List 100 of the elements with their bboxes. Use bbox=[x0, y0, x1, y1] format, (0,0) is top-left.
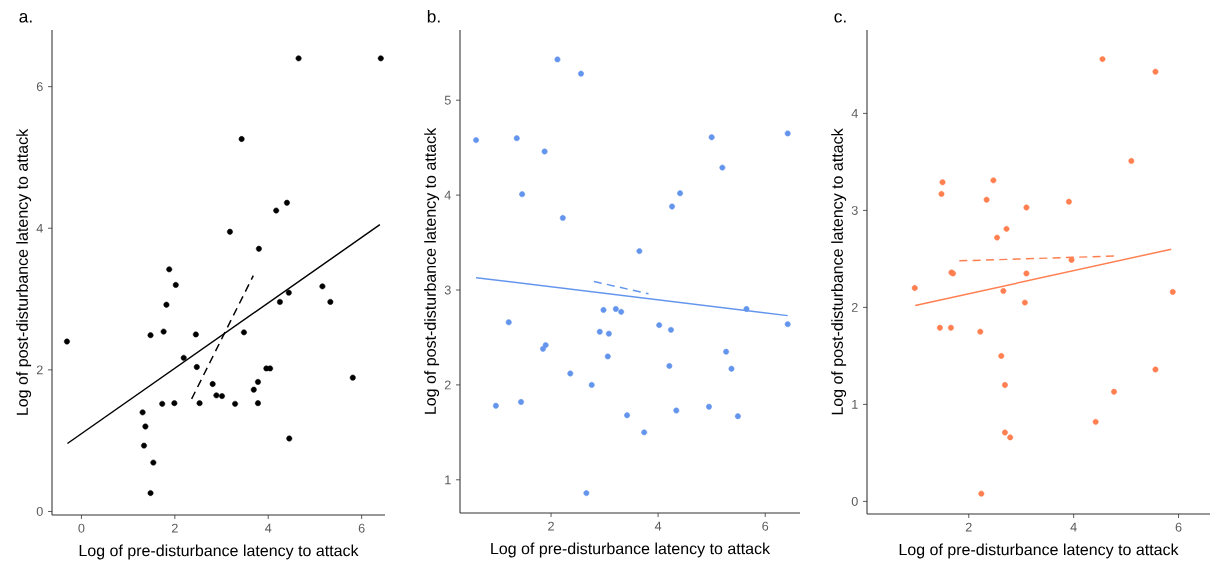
point bbox=[604, 353, 611, 360]
x-tick-label: 4 bbox=[654, 521, 662, 531]
point bbox=[728, 365, 735, 372]
point bbox=[588, 381, 595, 388]
point bbox=[241, 329, 247, 336]
point bbox=[1065, 198, 1072, 205]
point bbox=[1023, 204, 1030, 211]
point bbox=[163, 301, 170, 308]
point bbox=[1003, 225, 1010, 232]
point bbox=[1152, 68, 1159, 75]
point bbox=[1002, 429, 1008, 436]
point bbox=[605, 330, 612, 337]
point bbox=[998, 352, 1005, 359]
chart-title: b. bbox=[427, 9, 440, 23]
point bbox=[166, 266, 173, 273]
point bbox=[147, 490, 154, 496]
point bbox=[641, 429, 648, 436]
point bbox=[147, 332, 154, 339]
point bbox=[734, 413, 741, 420]
point bbox=[983, 196, 990, 203]
y-tick-label: 6 bbox=[36, 82, 43, 92]
point bbox=[723, 348, 730, 355]
point bbox=[784, 321, 791, 328]
point bbox=[542, 342, 549, 348]
chart-title: c. bbox=[834, 13, 846, 23]
y-tick-label: 1 bbox=[852, 400, 858, 409]
point bbox=[473, 137, 480, 144]
point bbox=[559, 214, 566, 221]
y-tick-label: 4 bbox=[851, 109, 858, 118]
point bbox=[541, 148, 548, 155]
point bbox=[139, 409, 146, 416]
point bbox=[939, 179, 946, 186]
point bbox=[706, 403, 712, 410]
point bbox=[1068, 256, 1075, 263]
point bbox=[295, 55, 302, 62]
x-axis-title: Log of pre-disturbance latency to attack bbox=[899, 543, 1179, 559]
point bbox=[180, 354, 187, 361]
point bbox=[938, 190, 945, 197]
point bbox=[286, 435, 293, 442]
point bbox=[513, 135, 520, 142]
point bbox=[1021, 299, 1028, 306]
point bbox=[250, 386, 257, 393]
point bbox=[349, 374, 356, 381]
point bbox=[142, 423, 149, 430]
y-tick-label: 5 bbox=[444, 95, 451, 105]
point bbox=[171, 400, 178, 407]
point bbox=[1152, 366, 1159, 373]
x-tick-label: 4 bbox=[1070, 522, 1077, 532]
point bbox=[159, 400, 166, 407]
point bbox=[276, 298, 283, 305]
point bbox=[1128, 158, 1135, 164]
y-tick-label: 0 bbox=[851, 496, 858, 506]
y-tick-label: 2 bbox=[444, 380, 451, 390]
y-tick-label: 4 bbox=[36, 223, 43, 233]
point bbox=[596, 328, 603, 335]
point bbox=[719, 164, 726, 171]
point bbox=[708, 134, 715, 141]
point bbox=[141, 442, 147, 449]
point bbox=[319, 283, 326, 290]
point bbox=[677, 190, 684, 197]
y-tick-label: 0 bbox=[36, 506, 43, 516]
point bbox=[192, 331, 199, 338]
point bbox=[1000, 287, 1007, 294]
point bbox=[255, 378, 261, 385]
point bbox=[377, 55, 384, 62]
point bbox=[1023, 270, 1030, 277]
point bbox=[196, 400, 203, 407]
point bbox=[583, 490, 590, 497]
point bbox=[947, 324, 954, 331]
point bbox=[978, 490, 985, 497]
chart-title: a. bbox=[19, 13, 32, 23]
point bbox=[636, 248, 643, 255]
point bbox=[656, 322, 663, 329]
point bbox=[283, 199, 290, 206]
point bbox=[64, 338, 70, 345]
point bbox=[994, 234, 1001, 241]
point bbox=[255, 400, 261, 407]
point bbox=[519, 191, 526, 198]
point bbox=[255, 245, 262, 252]
point bbox=[172, 281, 179, 288]
point bbox=[567, 370, 574, 377]
point bbox=[219, 393, 225, 399]
y-tick-label: 4 bbox=[444, 190, 451, 200]
y-tick-label: 2 bbox=[36, 365, 43, 375]
point bbox=[673, 407, 680, 414]
point bbox=[285, 289, 292, 296]
x-tick-label: 4 bbox=[265, 523, 272, 533]
point bbox=[273, 207, 280, 214]
y-axis-title: Log of post-disturbance latency to attack bbox=[831, 128, 847, 415]
point bbox=[505, 319, 512, 326]
point bbox=[1007, 434, 1014, 441]
point bbox=[624, 412, 630, 419]
point bbox=[327, 298, 334, 305]
point bbox=[193, 364, 200, 370]
point bbox=[540, 345, 546, 352]
x-tick-label: 0 bbox=[78, 523, 85, 533]
y-axis-title: Log of post-disturbance latency to attack bbox=[424, 127, 440, 414]
point bbox=[669, 203, 675, 210]
point bbox=[227, 228, 233, 235]
point bbox=[209, 381, 216, 387]
